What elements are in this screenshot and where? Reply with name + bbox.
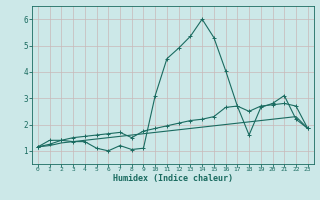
X-axis label: Humidex (Indice chaleur): Humidex (Indice chaleur) [113,174,233,183]
